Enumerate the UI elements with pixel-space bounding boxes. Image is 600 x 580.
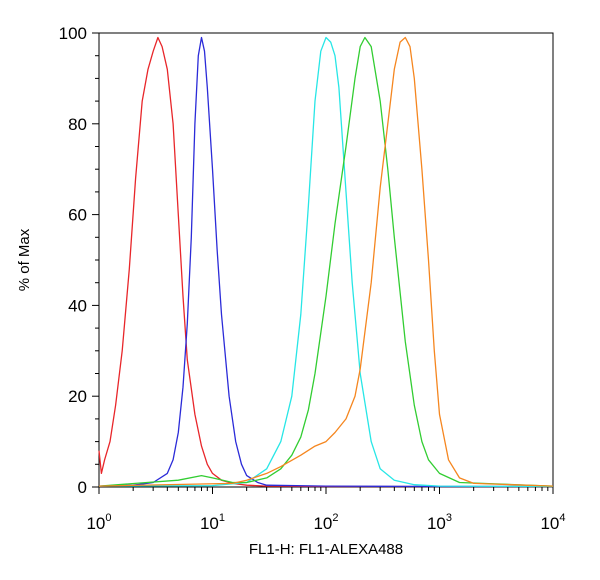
y-tick-label: 20 <box>68 387 87 406</box>
x-tick-label: 101 <box>200 512 225 533</box>
series-line-5 <box>98 36 554 487</box>
x-tick-label: 100 <box>86 512 111 533</box>
x-tick-exponent: 2 <box>332 512 338 524</box>
y-tick-label: 80 <box>68 115 87 134</box>
x-tick-base: 10 <box>540 514 559 533</box>
x-axis-title: FL1-H: FL1-ALEXA488 <box>249 541 403 558</box>
x-tick-exponent: 1 <box>219 512 225 524</box>
x-tick-label: 102 <box>313 512 338 533</box>
y-tick-label: 100 <box>59 24 87 43</box>
plot-frame <box>98 32 554 488</box>
x-tick-base: 10 <box>313 514 332 533</box>
x-tick-label: 103 <box>427 512 452 533</box>
series-line-4 <box>98 36 554 487</box>
x-tick-exponent: 0 <box>105 512 111 524</box>
y-tick-label: 60 <box>68 206 87 225</box>
x-tick-exponent: 3 <box>446 512 452 524</box>
x-tick-base: 10 <box>427 514 446 533</box>
y-tick-label: 40 <box>68 296 87 315</box>
x-tick-exponent: 4 <box>559 512 565 524</box>
x-tick-base: 10 <box>200 514 219 533</box>
y-tick-label: 0 <box>78 478 87 497</box>
series-line-2 <box>98 36 553 488</box>
y-axis-title: % of Max <box>16 228 33 291</box>
x-tick-base: 10 <box>86 514 105 533</box>
series-line-1 <box>98 36 553 488</box>
series-layer <box>98 36 554 488</box>
x-tick-label: 104 <box>540 512 565 533</box>
series-line-3 <box>98 36 554 488</box>
